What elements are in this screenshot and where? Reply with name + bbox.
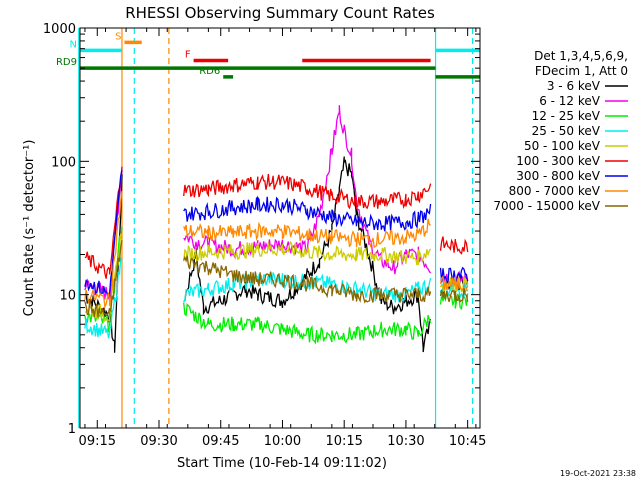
legend-label-4: 50 - 100 keV	[524, 139, 601, 153]
x-tick-label-5: 10:30	[387, 434, 424, 449]
x-axis-ticks: 09:15 09:30 09:45 10:00 10:15 10:30 10:45	[79, 28, 486, 449]
legend-label-7: 800 - 7000 keV	[509, 184, 601, 198]
state-flag-bars: S N F RD6 RD9	[56, 31, 480, 79]
series-lines	[84, 105, 469, 353]
plot-frame	[79, 27, 481, 429]
series-line-5	[84, 166, 469, 279]
flag-label-3: F	[185, 50, 191, 61]
legend-label-5: 100 - 300 keV	[516, 154, 600, 168]
flag-label-6: RD9	[56, 57, 77, 68]
series-line-8	[84, 239, 469, 318]
series-line-7	[84, 190, 469, 310]
legend-label-2: 12 - 25 keV	[532, 109, 601, 123]
y-tick-label-2: 100	[51, 155, 76, 170]
x-tick-label-2: 09:45	[202, 434, 239, 449]
series-line-4	[84, 232, 469, 323]
y-axis-label: Count Rate (s⁻¹ detector⁻¹)	[22, 140, 37, 317]
legend-header-1: FDecim 1, Att 0	[535, 64, 628, 78]
y-tick-label-3: 1000	[43, 22, 76, 37]
legend-label-8: 7000 - 15000 keV	[493, 199, 600, 213]
x-tick-label-3: 10:00	[264, 434, 301, 449]
flag-label-0: S	[115, 31, 121, 42]
chart-title: RHESSI Observing Summary Count Rates	[125, 4, 435, 22]
x-tick-label-0: 09:15	[79, 434, 116, 449]
series-line-6	[84, 170, 469, 301]
x-tick-label-6: 10:45	[449, 434, 486, 449]
footer-timestamp: 19-Oct-2021 23:38	[560, 469, 636, 478]
instrument-state-lines	[78, 28, 474, 428]
x-axis-label: Start Time (10-Feb-14 09:11:02)	[177, 456, 387, 471]
legend-label-6: 300 - 800 keV	[516, 169, 600, 183]
legend-label-0: 3 - 6 keV	[547, 79, 601, 93]
y-tick-label-1: 10	[59, 289, 76, 304]
legend-label-3: 25 - 50 keV	[532, 124, 601, 138]
x-tick-label-4: 10:15	[325, 434, 362, 449]
flag-label-5: RD6	[199, 66, 220, 77]
y-axis-ticks: 1 10 100 1000	[43, 22, 480, 437]
flag-label-1: N	[70, 39, 77, 50]
legend-header-0: Det 1,3,4,5,6,9,	[534, 49, 628, 63]
x-tick-label-1: 09:30	[140, 434, 177, 449]
y-tick-label-0: 1	[68, 422, 76, 437]
legend-label-1: 6 - 12 keV	[539, 94, 601, 108]
legend: Det 1,3,4,5,6,9,FDecim 1, Att 03 - 6 keV…	[493, 49, 628, 213]
